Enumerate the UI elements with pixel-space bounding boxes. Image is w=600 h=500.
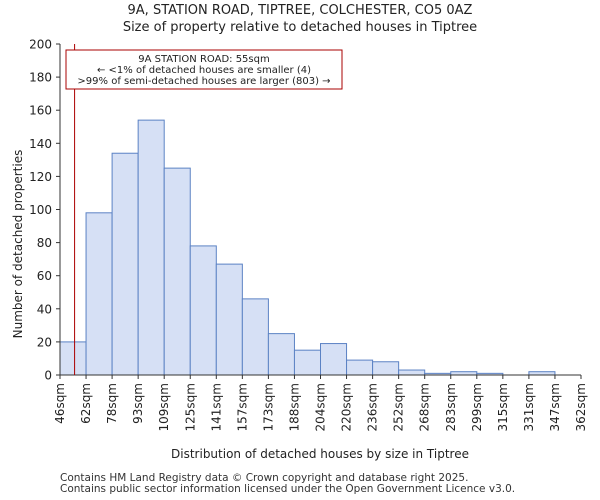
x-tick-label: 46sqm	[53, 383, 67, 424]
y-tick-label: 20	[37, 335, 52, 349]
x-tick-label: 78sqm	[105, 383, 119, 424]
annotation-box	[65, 49, 343, 90]
x-tick-label: 283sqm	[444, 383, 458, 431]
x-tick-label: 362sqm	[574, 383, 588, 431]
histogram-bar	[85, 212, 113, 376]
x-tick-label: 347sqm	[548, 383, 562, 431]
histogram-bar	[241, 298, 269, 376]
x-tick-label: 157sqm	[235, 383, 249, 431]
histogram-bar	[267, 333, 295, 376]
y-axis-label: Number of detached properties	[11, 150, 25, 339]
x-tick-label: 268sqm	[418, 383, 432, 431]
x-tick-label: 252sqm	[392, 383, 406, 431]
histogram-bar	[293, 349, 322, 376]
chart-subtitle: Size of property relative to detached ho…	[122, 20, 478, 35]
x-tick-label: 188sqm	[287, 383, 301, 431]
histogram-bar	[346, 359, 374, 376]
y-tick-label: 140	[29, 137, 52, 151]
x-tick-label: 62sqm	[79, 383, 93, 424]
footer-licence: Contains public sector information licen…	[60, 483, 516, 495]
x-tick-label: 299sqm	[470, 383, 484, 431]
x-tick-label: 141sqm	[209, 383, 223, 431]
histogram-bar	[189, 245, 217, 376]
histogram-bar	[163, 167, 191, 376]
annotation-line-2: ← <1% of detached houses are smaller (4)	[97, 65, 311, 76]
y-tick-label: 160	[29, 104, 52, 118]
x-tick-label: 220sqm	[340, 383, 354, 431]
annotation-line-3: >99% of semi-detached houses are larger …	[77, 76, 330, 87]
x-tick-label: 331sqm	[522, 383, 536, 431]
y-tick-label: 180	[29, 71, 52, 85]
x-tick-label: 315sqm	[496, 383, 510, 431]
chart-title: 9A, STATION ROAD, TIPTREE, COLCHESTER, C…	[127, 3, 473, 18]
x-tick-label: 125sqm	[183, 383, 197, 431]
y-tick-label: 200	[29, 38, 52, 52]
histogram-bar	[372, 361, 400, 376]
histogram-bar	[215, 263, 243, 376]
histogram-bar	[59, 341, 87, 376]
y-tick-label: 60	[37, 269, 52, 283]
y-tick-label: 100	[29, 203, 52, 217]
footer-copyright: Contains HM Land Registry data © Crown c…	[60, 472, 469, 484]
x-tick-label: 173sqm	[261, 383, 275, 431]
y-tick-label: 120	[29, 170, 52, 184]
y-tick-label: 80	[37, 236, 52, 250]
x-tick-label: 204sqm	[314, 383, 328, 431]
histogram-bar	[111, 152, 139, 376]
histogram-bar	[320, 343, 348, 376]
y-tick-label: 0	[44, 369, 52, 383]
histogram-bar	[398, 369, 426, 376]
histogram-bar	[137, 119, 165, 376]
x-tick-label: 93sqm	[131, 383, 145, 424]
annotation-line-1: 9A STATION ROAD: 55sqm	[138, 54, 269, 65]
x-tick-label: 109sqm	[157, 383, 171, 431]
x-tick-label: 236sqm	[366, 383, 380, 431]
y-tick-label: 40	[37, 302, 52, 316]
x-axis-label: Distribution of detached houses by size …	[171, 447, 469, 461]
